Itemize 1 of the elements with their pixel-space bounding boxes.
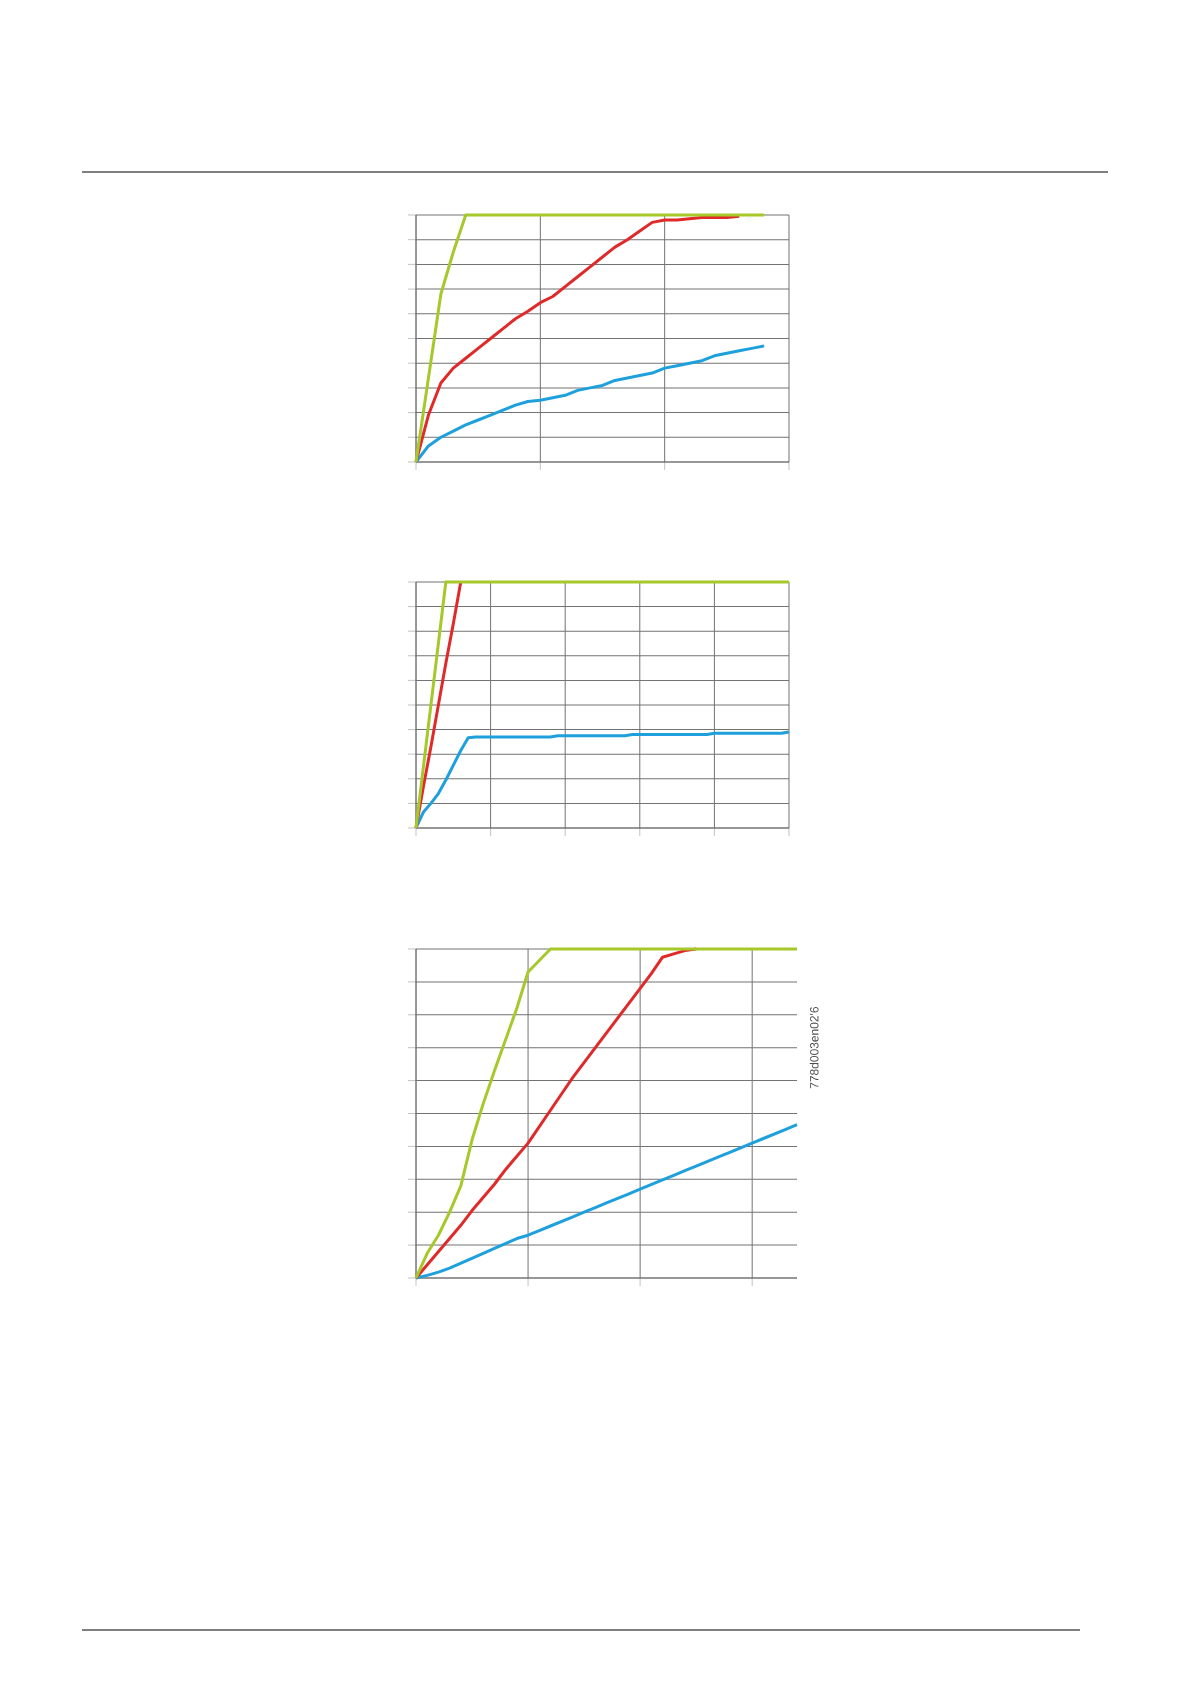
text: 778d003en02'6	[809, 1007, 819, 1089]
